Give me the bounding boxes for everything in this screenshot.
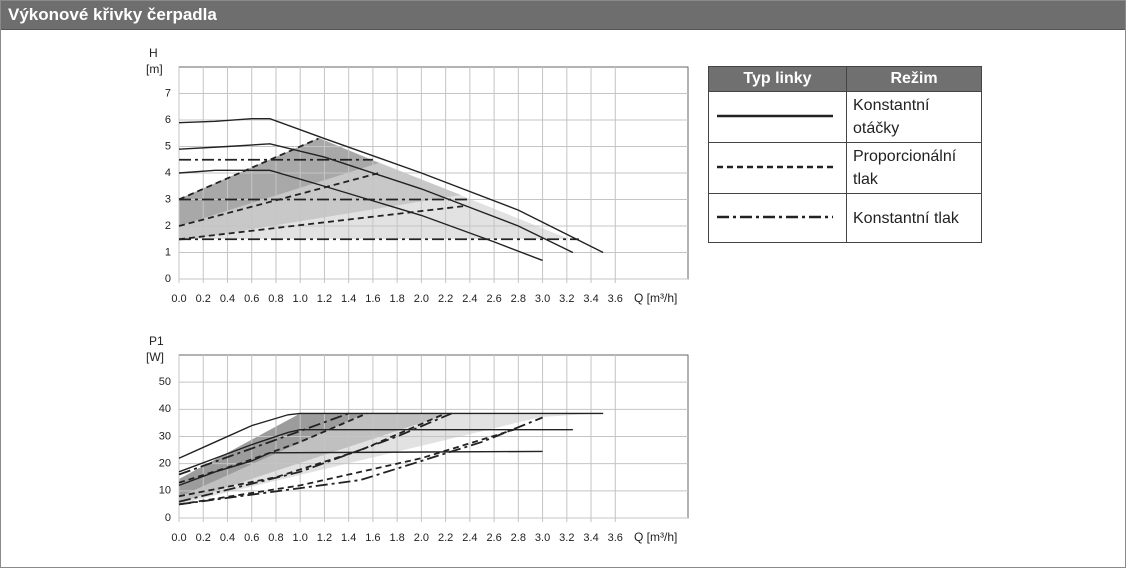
x-tick-label: 3.4: [583, 532, 598, 544]
x-tick-label: 2.6: [486, 293, 501, 305]
x-tick-label: 1.2: [317, 293, 332, 305]
area-shade: [179, 413, 451, 503]
legend-row: Konstantní otáčky: [708, 91, 982, 143]
x-tick-label: 3.6: [608, 532, 623, 544]
column-header: Režim: [846, 66, 982, 92]
area-shade: [179, 163, 461, 241]
x-axis-label: Q [m³/h]: [634, 291, 677, 305]
y-tick-label: 20: [159, 458, 171, 470]
x-tick-label: 2.4: [462, 532, 477, 544]
y-tick-label: 5: [165, 140, 171, 152]
x-tick-label: 0.2: [196, 532, 211, 544]
column-header: Typ linky: [708, 66, 847, 92]
x-tick-label: 2.0: [414, 293, 429, 305]
curve: [178, 169, 543, 262]
y-tick-label: 0: [165, 273, 171, 285]
x-tick-label: 2.0: [414, 532, 429, 544]
y-tick-label: 0: [165, 512, 171, 524]
y-tick-label: 50: [159, 376, 171, 388]
y-axis-label: P1: [149, 334, 164, 348]
x-tick-label: 1.6: [365, 532, 380, 544]
line-sample: [717, 114, 833, 118]
curve: [178, 412, 446, 498]
x-tick-label: 1.6: [365, 293, 380, 305]
x-tick-label: 0.8: [268, 293, 283, 305]
y-tick-label: 40: [159, 403, 171, 415]
x-axis-label: Q [m³/h]: [634, 530, 677, 544]
y-tick-label: 30: [159, 430, 171, 442]
curve: [178, 117, 604, 254]
x-tick-label: 2.6: [486, 532, 501, 544]
curve: [178, 429, 573, 473]
mode-label: Konstantní otáčky: [846, 91, 982, 143]
curve: [178, 450, 543, 487]
x-tick-label: 2.4: [462, 293, 477, 305]
x-tick-label: 3.6: [608, 293, 623, 305]
y-tick-label: 7: [165, 87, 171, 99]
x-tick-label: 3.2: [559, 532, 574, 544]
line-sample-cell: [708, 91, 847, 143]
curve: [178, 412, 604, 459]
line-sample-cell: [708, 193, 847, 243]
curve: [178, 412, 453, 503]
x-tick-label: 0.6: [244, 532, 259, 544]
x-tick-label: 3.0: [535, 532, 550, 544]
curve: [178, 137, 319, 201]
header-title: Výkonové křivky čerpadla: [1, 1, 1125, 30]
curve: [178, 416, 543, 506]
y-tick-label: 4: [165, 167, 171, 179]
x-tick-label: 2.8: [511, 532, 526, 544]
x-tick-label: 2.2: [438, 293, 453, 305]
y-tick-label: 10: [159, 485, 171, 497]
x-tick-label: 1.2: [317, 532, 332, 544]
mode-label: Proporcionální tlak: [846, 142, 982, 194]
x-tick-label: 1.4: [341, 532, 356, 544]
x-tick-label: 0.0: [171, 532, 186, 544]
x-tick-label: 2.8: [511, 293, 526, 305]
area-shade: [179, 413, 366, 497]
legend-row: Konstantní tlak: [708, 193, 982, 243]
x-tick-label: 1.8: [389, 293, 404, 305]
x-tick-label: 3.2: [559, 293, 574, 305]
x-tick-label: 3.0: [535, 293, 550, 305]
line-sample: [717, 215, 833, 219]
x-tick-label: 0.8: [268, 532, 283, 544]
y-axis-label: H: [149, 46, 158, 60]
x-tick-label: 1.0: [293, 293, 308, 305]
y-tick-label: 3: [165, 193, 171, 205]
x-tick-label: 3.4: [583, 293, 598, 305]
x-tick-label: 0.0: [171, 293, 186, 305]
legend-row: Proporcionální tlak: [708, 142, 982, 194]
curve: [178, 205, 464, 241]
x-tick-label: 0.4: [220, 293, 235, 305]
x-tick-label: 1.0: [293, 532, 308, 544]
mode-label: Konstantní tlak: [846, 193, 982, 243]
x-tick-label: 0.6: [244, 293, 259, 305]
y-tick-label: 6: [165, 114, 171, 126]
x-tick-label: 0.4: [220, 532, 235, 544]
y-tick-label: 2: [165, 220, 171, 232]
line-sample-cell: [708, 142, 847, 194]
legend-table: Typ linky Režim Konstantní otáčky Proporc…: [708, 66, 982, 243]
y-tick-label: 1: [165, 246, 171, 258]
x-tick-label: 1.4: [341, 293, 356, 305]
curve: [178, 143, 574, 254]
x-tick-label: 0.2: [196, 293, 211, 305]
x-tick-label: 1.8: [389, 532, 404, 544]
curve: [178, 427, 519, 506]
curve: [178, 412, 349, 476]
x-tick-label: 2.2: [438, 532, 453, 544]
curve: [178, 412, 368, 484]
line-sample: [717, 165, 833, 169]
y-axis-unit: [W]: [146, 350, 164, 364]
y-axis-unit: [m]: [146, 62, 163, 76]
charts: 0 1 2 3 4 5 6 7 0.0 0.2 0.4 0.6 0.8 1.0 1.2 1.4 1.6 1.8 2.…: [146, 46, 689, 544]
